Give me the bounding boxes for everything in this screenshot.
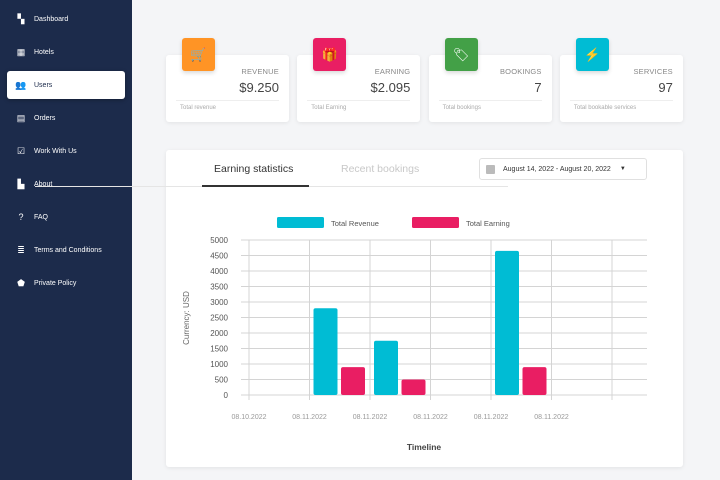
x-tick-label: 08.11.2022 <box>474 414 509 421</box>
stat-value: $2.095 <box>370 80 411 95</box>
stat-label: REVENUE <box>241 67 279 76</box>
bar-total-earning <box>341 367 365 395</box>
divider <box>307 100 411 101</box>
dashboard-icon: ▚ <box>17 13 25 24</box>
tab-earning-statistics[interactable]: Earning statistics <box>214 163 294 175</box>
sidebar-item-orders[interactable]: ▤ Orders <box>7 104 125 132</box>
bar-total-revenue <box>374 340 398 395</box>
clipboard-check-icon: ☑ <box>16 145 26 156</box>
tab-recent-bookings[interactable]: Recent bookings <box>341 163 420 175</box>
legend-swatch <box>277 217 324 228</box>
divider <box>438 100 542 101</box>
orders-icon: ▤ <box>16 112 26 123</box>
hotel-icon: ▦ <box>16 46 26 57</box>
y-tick-label: 3500 <box>210 283 228 292</box>
gift-icon: 🎁 <box>313 38 347 71</box>
sidebar-item-label: Orders <box>34 114 56 122</box>
y-tick-label: 4000 <box>210 267 228 276</box>
x-tick-label: 08.10.2022 <box>231 414 266 421</box>
bar-total-earning <box>401 379 426 395</box>
y-tick-label: 3000 <box>210 298 228 307</box>
bar-total-revenue <box>495 250 519 395</box>
stat-label: EARNING <box>374 67 411 76</box>
cart-icon: 🛒 <box>182 38 215 71</box>
stat-card-earning: 🎁 EARNING $2.095 Total Earning <box>297 38 421 122</box>
tag-icon: 🏷 <box>444 38 478 71</box>
sidebar-item-dashboard[interactable]: ▚ Dashboard <box>7 5 125 33</box>
sidebar-item-private-policy[interactable]: ⬟ Private Policy <box>7 269 125 297</box>
stat-footer: Total Earning <box>311 105 347 111</box>
y-tick-label: 5000 <box>210 236 228 245</box>
y-tick-label: 1000 <box>210 360 228 369</box>
stat-footer: Total bookings <box>442 105 481 111</box>
sidebar-item-about[interactable]: ▙ About <box>7 170 125 198</box>
dropdown-caret-icon: ▼ <box>619 166 626 172</box>
legend-label: Total Revenue <box>331 219 379 228</box>
stat-card-revenue: 🛒 REVENUE $9.250 Total revenue <box>166 38 289 122</box>
sidebar-item-label: Users <box>34 81 53 89</box>
y-tick-label: 2500 <box>210 314 228 323</box>
x-tick-label: 08.11.2022 <box>534 414 569 421</box>
sidebar-item-terms-and-conditions[interactable]: ≣ Terms and Conditions <box>7 236 125 264</box>
date-range-value: August 14, 2022 - August 20, 2022 <box>503 165 611 173</box>
stat-value: 7 <box>534 80 542 95</box>
users-icon: 👥 <box>15 79 27 90</box>
shield-icon: ⬟ <box>17 277 25 288</box>
sidebar-item-label: About <box>34 180 53 188</box>
x-tick-label: 08.11.2022 <box>413 414 448 421</box>
bar-total-revenue <box>313 308 338 395</box>
document-icon: ▙ <box>17 178 25 189</box>
stat-value: 97 <box>658 80 673 95</box>
y-tick-label: 500 <box>215 376 229 385</box>
y-tick-label: 2000 <box>210 329 228 338</box>
sidebar-item-label: Terms and Conditions <box>34 246 102 254</box>
lightning-icon: ⚡ <box>575 38 609 71</box>
list-icon: ≣ <box>17 244 25 255</box>
y-tick-label: 4500 <box>210 252 228 261</box>
y-tick-label: 1500 <box>210 345 228 354</box>
sidebar-item-label: Private Policy <box>34 279 77 287</box>
stat-footer: Total revenue <box>180 105 217 111</box>
y-tick-label: 0 <box>224 391 229 400</box>
stat-footer: Total bookable services <box>573 105 637 111</box>
x-tick-label: 08.11.2022 <box>292 414 327 421</box>
sidebar: ▚ Dashboard ▦ Hotels 👥 Users ▤ Orders ☑ Work With… <box>0 0 132 480</box>
sidebar-item-faq[interactable]: ? FAQ <box>7 203 125 231</box>
calendar-icon <box>486 164 495 174</box>
x-axis-title: Timeline <box>407 442 442 452</box>
active-tab-indicator <box>202 185 309 187</box>
x-tick-label: 08.11.2022 <box>353 414 388 421</box>
sidebar-item-users[interactable]: 👥 Users <box>7 71 125 99</box>
sidebar-item-label: FAQ <box>34 213 49 221</box>
stat-card-bookings: 🏷 BOOKINGS 7 Total bookings <box>428 38 552 122</box>
date-range-picker[interactable]: August 14, 2022 - August 20, 2022 ▼ <box>479 158 647 180</box>
stat-value: $9.250 <box>239 80 279 95</box>
divider <box>569 100 673 101</box>
sidebar-item-label: Hotels <box>34 48 54 56</box>
y-axis-title: Currency: USD <box>182 291 191 345</box>
help-circle-icon: ? <box>18 212 24 222</box>
sidebar-item-work-with-us[interactable]: ☑ Work With Us <box>7 137 125 165</box>
earning-statistics-card: Earning statistics Recent bookings <box>166 150 683 467</box>
stat-card-services: ⚡ SERVICES 97 Total bookable services <box>559 38 683 122</box>
stat-label: SERVICES <box>633 67 673 76</box>
legend-swatch <box>412 217 459 228</box>
divider <box>176 100 279 101</box>
bar-total-earning <box>522 367 547 395</box>
sidebar-item-hotels[interactable]: ▦ Hotels <box>7 38 125 66</box>
sidebar-item-label: Dashboard <box>34 15 69 23</box>
stat-label: BOOKINGS <box>499 67 542 76</box>
legend-label: Total Earning <box>466 219 510 228</box>
sidebar-item-label: Work With Us <box>34 147 77 155</box>
